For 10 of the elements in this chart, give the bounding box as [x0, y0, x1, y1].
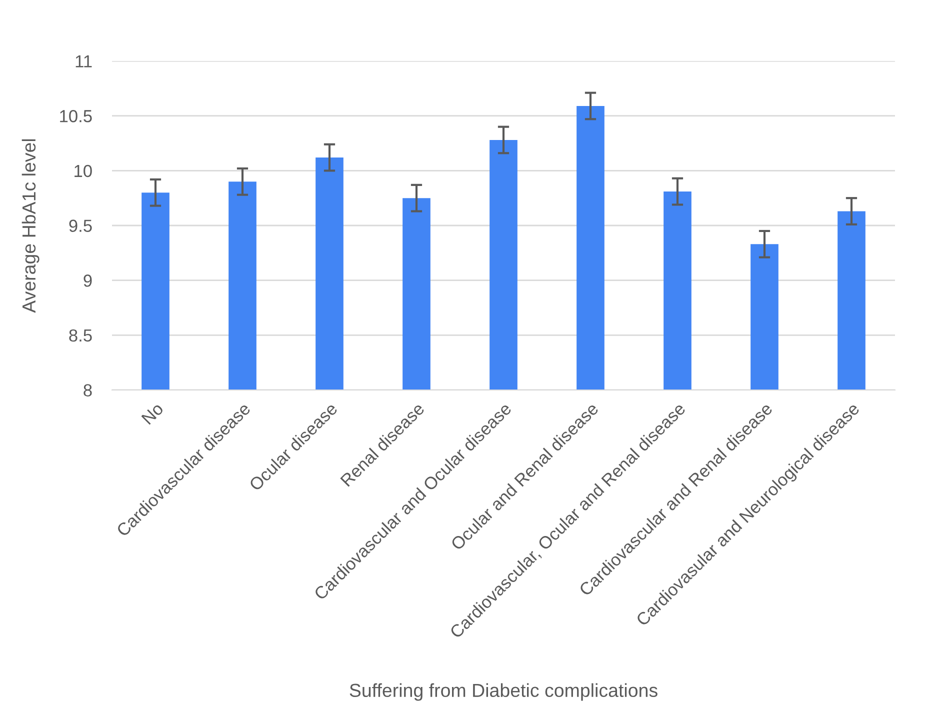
- y-tick-label: 9: [84, 274, 92, 287]
- y-tick-label: 10.5: [60, 110, 92, 122]
- y-axis-title: Average HbA1c level: [22, 139, 40, 313]
- x-tick-label: No: [141, 402, 164, 425]
- y-tick-label: 11: [76, 55, 92, 68]
- x-axis-title: Suffering from Diabetic complications: [350, 683, 658, 701]
- y-tick-label: 8.5: [69, 329, 92, 342]
- y-tick-label: 9.5: [69, 220, 92, 232]
- y-tick-label: 10: [74, 164, 92, 178]
- y-tick-label: 8: [84, 384, 92, 396]
